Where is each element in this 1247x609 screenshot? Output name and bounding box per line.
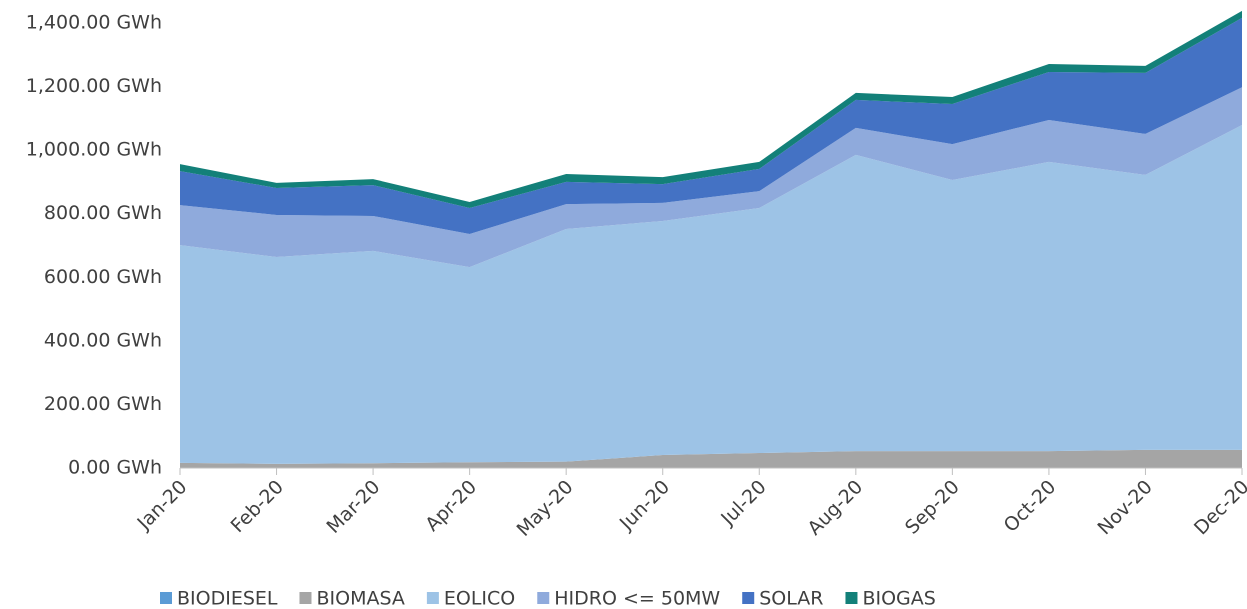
y-tick-label: 200.00 GWh bbox=[44, 393, 162, 415]
area bbox=[180, 125, 1242, 464]
area bbox=[180, 87, 1242, 268]
x-tick-label: Jan-20 bbox=[133, 476, 192, 535]
legend-swatch bbox=[742, 592, 755, 604]
x-tick-label: Nov-20 bbox=[1094, 476, 1157, 539]
y-tick-label: 1,400.00 GWh bbox=[26, 12, 162, 34]
area bbox=[180, 17, 1242, 235]
legend-label: HIDRO <= 50MW bbox=[554, 588, 720, 609]
area bbox=[180, 449, 1242, 468]
legend-label: SOLAR bbox=[759, 588, 823, 609]
x-tick-label: Oct-20 bbox=[1000, 476, 1061, 537]
legend-label: BIOGAS bbox=[862, 588, 935, 609]
x-tick-label: Jun-20 bbox=[615, 476, 674, 535]
x-tick-label: Sep-20 bbox=[901, 476, 964, 539]
y-tick-label: 1,200.00 GWh bbox=[26, 75, 162, 97]
y-tick-label: 800.00 GWh bbox=[44, 202, 162, 224]
x-tick-label: Feb-20 bbox=[227, 476, 288, 537]
legend-label: BIODIESEL bbox=[177, 588, 278, 609]
legend-label: BIOMASA bbox=[316, 588, 404, 609]
x-tick-label: Mar-20 bbox=[323, 476, 385, 538]
legend-swatch bbox=[537, 592, 550, 604]
x-tick-label: Aug-20 bbox=[804, 476, 868, 540]
y-tick-label: 600.00 GWh bbox=[44, 266, 162, 288]
x-tick-label: Apr-20 bbox=[421, 476, 481, 536]
legend-swatch bbox=[426, 592, 439, 604]
legend-label: EOLICO bbox=[444, 588, 515, 609]
x-tick-label: Jul-20 bbox=[716, 476, 770, 530]
y-tick-label: 400.00 GWh bbox=[44, 329, 162, 351]
legend-swatch bbox=[299, 592, 312, 604]
x-tick-label: May-20 bbox=[513, 476, 578, 541]
x-tick-label: Dec-20 bbox=[1190, 476, 1247, 540]
y-tick-label: 1,000.00 GWh bbox=[26, 139, 162, 161]
legend-swatch bbox=[160, 592, 172, 604]
y-tick-label: 0.00 GWh bbox=[68, 457, 162, 479]
legend-swatch bbox=[845, 592, 858, 604]
